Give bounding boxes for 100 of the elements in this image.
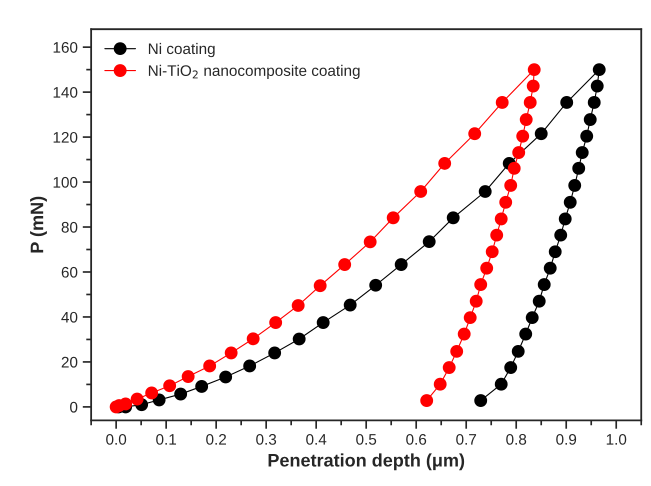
point [434, 378, 447, 391]
point [508, 162, 521, 175]
point [580, 130, 594, 143]
point [526, 80, 540, 92]
x-tick-label: 0.0 [106, 434, 126, 445]
point [554, 228, 568, 242]
point [338, 258, 352, 271]
point [268, 346, 282, 360]
y-tick-label: 160 [54, 42, 78, 53]
point [450, 344, 464, 358]
point [572, 162, 586, 175]
point [494, 212, 508, 226]
point [526, 311, 539, 324]
x-tick-label: 0.2 [206, 434, 226, 445]
point [246, 332, 260, 346]
x-tick-label: 1.0 [606, 434, 626, 445]
y-tick-label: 100 [54, 176, 78, 188]
point [203, 360, 216, 372]
point [519, 328, 532, 340]
point [568, 179, 582, 192]
point [486, 245, 499, 258]
point [438, 156, 452, 170]
x-tick-label: 0.1 [156, 434, 176, 445]
point [386, 211, 400, 224]
y-tick-label: 60 [62, 266, 78, 278]
point [532, 294, 546, 308]
point [520, 113, 533, 126]
point [195, 380, 208, 393]
point [558, 212, 572, 226]
point [528, 63, 541, 76]
point [344, 298, 357, 312]
point [145, 386, 158, 400]
point [119, 398, 132, 410]
point [474, 278, 488, 292]
y-tick-label: 40 [61, 312, 78, 323]
x-tick-label: 0.6 [406, 434, 426, 445]
point [560, 96, 574, 109]
point [490, 228, 504, 242]
y-axis-title: P (mN) [30, 196, 47, 252]
point [422, 235, 436, 248]
point [314, 279, 327, 292]
point [512, 344, 525, 358]
point [524, 96, 537, 109]
legend-label: Ni-TiO$_{2}$ nanocomposite coating [148, 64, 360, 80]
point [442, 361, 456, 374]
point [468, 127, 482, 140]
point [548, 245, 562, 258]
x-tick-label: 0.8 [506, 434, 526, 445]
x-tick-label: 0.4 [306, 434, 326, 445]
point [219, 370, 232, 384]
y-tick-label: 20 [62, 356, 78, 368]
y-tick-label: 120 [54, 132, 78, 143]
point [152, 394, 166, 406]
point [474, 394, 488, 408]
point [470, 294, 483, 308]
point [516, 130, 530, 143]
point [534, 127, 548, 140]
point [269, 316, 282, 330]
point [576, 146, 589, 160]
point [174, 388, 188, 401]
legend-label: Ni coating [148, 42, 215, 58]
point [504, 179, 518, 192]
point [478, 185, 492, 198]
point [590, 80, 604, 92]
point [446, 211, 460, 224]
point [364, 235, 377, 248]
point [496, 96, 509, 109]
point [224, 346, 238, 360]
point [584, 113, 597, 126]
point [538, 278, 551, 292]
point [504, 361, 518, 374]
point [499, 196, 512, 209]
point [182, 370, 195, 383]
point [458, 328, 471, 340]
x-tick-label: 0.9 [556, 434, 576, 445]
point [369, 278, 382, 292]
y-tick-label: 80 [62, 222, 78, 233]
point [592, 63, 606, 76]
x-tick-label: 0.3 [256, 434, 276, 445]
point [414, 185, 428, 198]
point [292, 299, 305, 312]
point [292, 332, 306, 346]
point [130, 392, 144, 406]
y-tick-label: 140 [54, 86, 78, 98]
point [316, 316, 330, 330]
x-tick-label: 0.7 [456, 434, 476, 445]
y-tick-label: 0 [70, 402, 78, 413]
point [480, 262, 494, 275]
x-tick-label: 0.5 [356, 434, 376, 445]
x-axis-title: Penetration depth (μm) [268, 453, 464, 470]
point [464, 311, 477, 324]
point [588, 96, 601, 109]
point [494, 378, 508, 391]
point [420, 394, 434, 408]
point [544, 262, 557, 275]
point [512, 146, 526, 160]
point [163, 379, 176, 392]
point [243, 360, 256, 372]
point [564, 196, 577, 209]
point [394, 258, 408, 271]
